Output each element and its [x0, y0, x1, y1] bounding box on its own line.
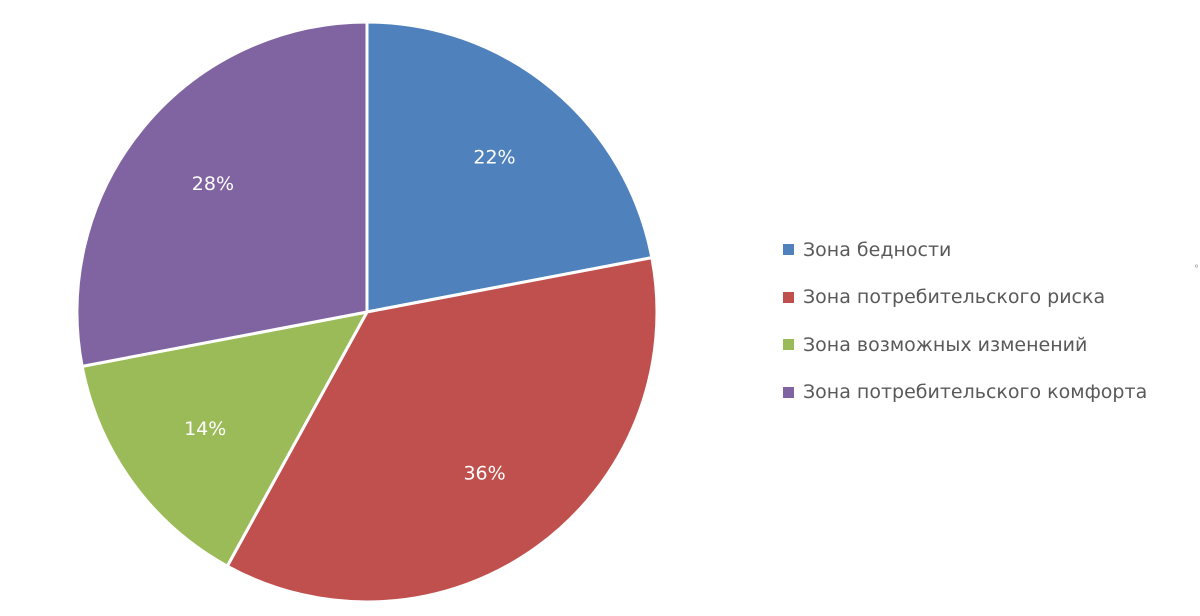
- pie-slice: [75, 20, 369, 368]
- edge-mark: °: [1194, 264, 1199, 275]
- legend-item-consumer-comfort: Зона потребительского комфорта: [783, 369, 1147, 417]
- legend-label: Зона потребительского риска: [803, 286, 1106, 309]
- legend-swatch: [783, 291, 794, 303]
- chart-legend: Зона бедности Зона потребительского риск…: [783, 226, 1147, 416]
- pie-slice: [80, 310, 369, 568]
- legend-swatch: [783, 339, 794, 351]
- legend-swatch: [783, 386, 794, 398]
- pie-slice: [365, 20, 654, 314]
- slice-data-label: 22%: [473, 146, 515, 168]
- legend-item-consumer-risk: Зона потребительского риска: [783, 274, 1147, 322]
- legend-item-poverty: Зона бедности: [783, 226, 1147, 274]
- legend-item-possible-changes: Зона возможных изменений: [783, 321, 1147, 369]
- pie-slices: [75, 20, 659, 604]
- slice-data-label: 28%: [192, 173, 234, 195]
- legend-label: Зона возможных изменений: [803, 333, 1088, 356]
- legend-label: Зона потребительского комфорта: [803, 381, 1148, 404]
- legend-swatch: [783, 244, 794, 256]
- slice-data-label: 36%: [463, 462, 505, 484]
- pie-slice: [225, 256, 659, 604]
- pie-data-labels: 22% 36% 14% 28%: [184, 146, 516, 484]
- legend-label: Зона бедности: [803, 238, 952, 261]
- slice-data-label: 14%: [184, 418, 226, 440]
